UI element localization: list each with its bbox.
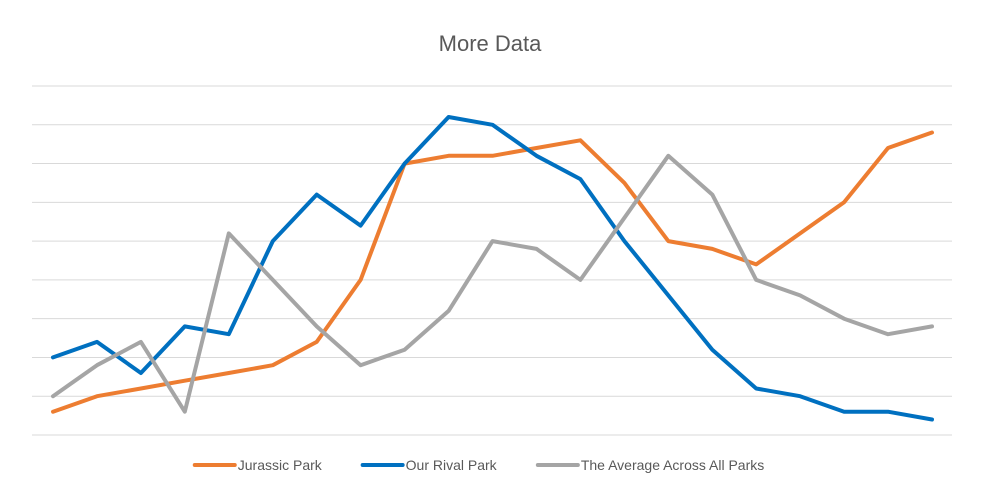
legend: Jurassic Park Our Rival Park The Average A… (192, 457, 764, 473)
series-line-our-rival-park (51, 115, 934, 422)
chart-title: More Data (439, 31, 542, 56)
legend-label-our-rival-park: Our Rival Park (406, 457, 498, 473)
legend-label-the-average-across-all-parks: The Average Across All Parks (581, 457, 764, 473)
legend-label-jurassic-park: Jurassic Park (238, 457, 323, 473)
series-line-jurassic-park (51, 130, 934, 414)
series-line-the-average-across-all-parks (51, 153, 934, 414)
series-lines (51, 115, 934, 422)
